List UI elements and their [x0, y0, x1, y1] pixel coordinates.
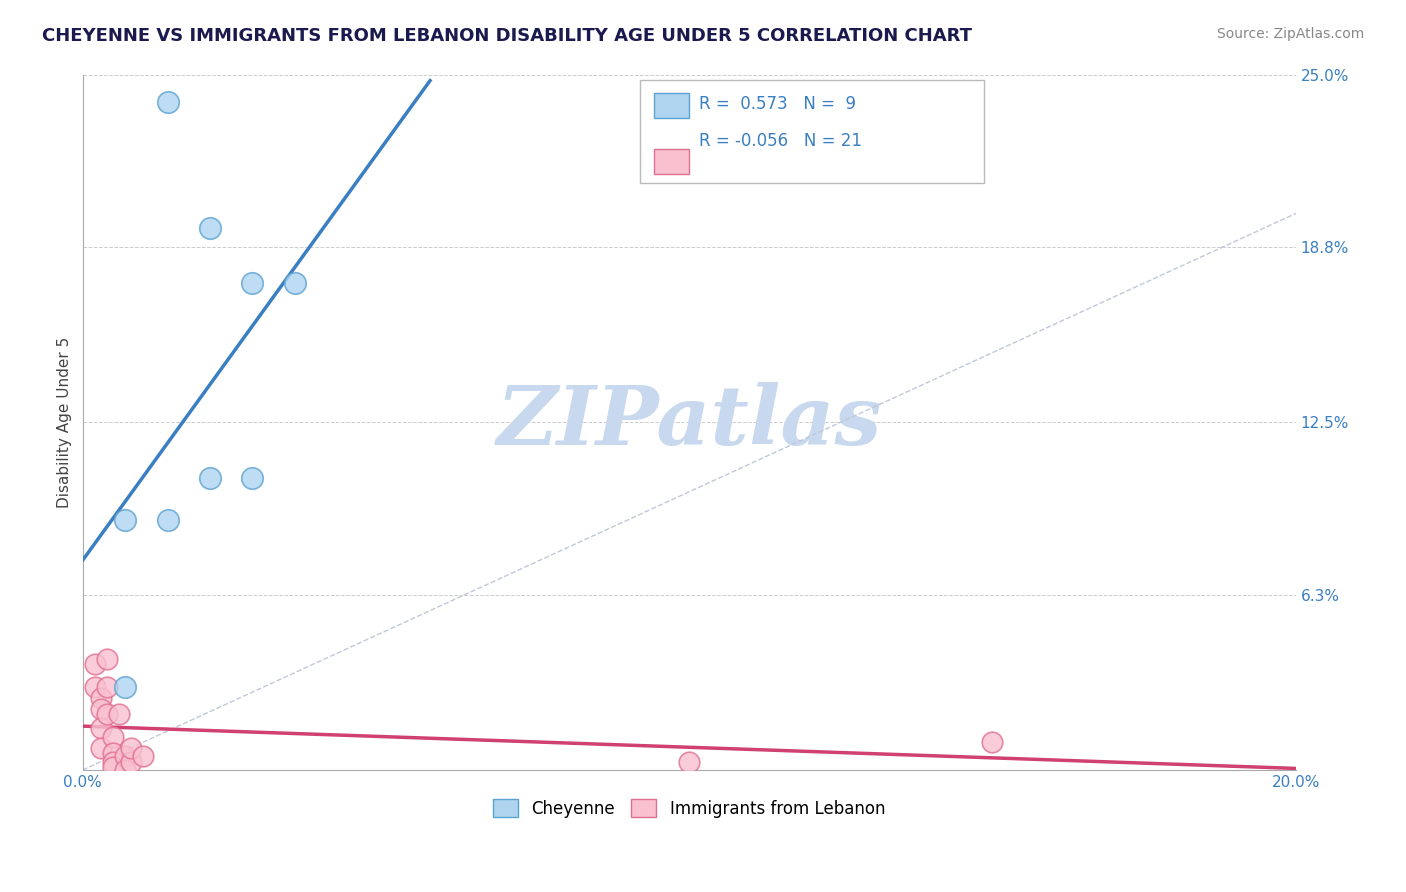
Point [114, 763, 136, 777]
Text: ZIPatlas: ZIPatlas [496, 383, 882, 462]
Point [198, 471, 221, 485]
Text: CHEYENNE VS IMMIGRANTS FROM LEBANON DISABILITY AGE UNDER 5 CORRELATION CHART: CHEYENNE VS IMMIGRANTS FROM LEBANON DISA… [42, 27, 972, 45]
Point [156, 513, 179, 527]
Point [101, 730, 124, 744]
Y-axis label: Disability Age Under 5: Disability Age Under 5 [58, 336, 72, 508]
Point [198, 220, 221, 235]
Point [90, 740, 112, 755]
Point [83, 657, 105, 672]
Point [101, 755, 124, 769]
Point [96, 707, 118, 722]
Point [242, 471, 264, 485]
Point [96, 680, 118, 694]
Point [101, 747, 124, 761]
Point [284, 276, 307, 290]
Text: R = -0.056   N = 21: R = -0.056 N = 21 [699, 132, 862, 150]
Point [108, 707, 131, 722]
Point [90, 702, 112, 716]
Point [242, 276, 264, 290]
Point [120, 740, 142, 755]
Text: R =  0.573   N =  9: R = 0.573 N = 9 [699, 95, 856, 112]
Point [132, 749, 155, 764]
Point [120, 755, 142, 769]
Point [83, 680, 105, 694]
Point [114, 513, 136, 527]
Point [156, 95, 179, 110]
Point [114, 749, 136, 764]
Point [114, 680, 136, 694]
Text: Source: ZipAtlas.com: Source: ZipAtlas.com [1216, 27, 1364, 41]
Point [90, 690, 112, 705]
Point [981, 735, 1004, 749]
Point [90, 721, 112, 735]
Point [678, 755, 700, 769]
Point [101, 760, 124, 774]
Legend: Cheyenne, Immigrants from Lebanon: Cheyenne, Immigrants from Lebanon [486, 792, 891, 824]
Point [96, 651, 118, 665]
